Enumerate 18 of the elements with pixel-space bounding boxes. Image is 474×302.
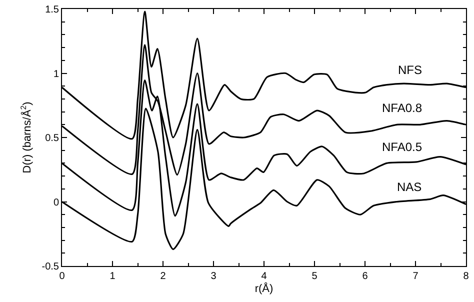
- x-tick-label: 6: [362, 271, 368, 282]
- y-tick-label: 1: [53, 68, 60, 80]
- series-label: NFA0.8: [382, 101, 422, 115]
- x-tick-label: 5: [312, 271, 318, 282]
- x-tick-label: 2: [160, 271, 166, 282]
- x-tick-label: 3: [210, 271, 217, 282]
- series-label: NFS: [398, 63, 422, 77]
- x-tick-label: 8: [463, 271, 470, 282]
- y-tick-label: 1.5: [45, 4, 60, 16]
- y-tick-label: 0: [53, 197, 60, 208]
- x-tick-label: 7: [412, 271, 419, 282]
- y-tick-label: 0.5: [45, 133, 60, 144]
- y-tick-label: -0.5: [42, 262, 60, 272]
- series-label: NFA0.5: [382, 140, 422, 154]
- x-tick-label: 1: [110, 271, 116, 282]
- x-axis-title: r(Å): [254, 282, 274, 295]
- series-label: NAS: [397, 180, 422, 194]
- x-tick-label: 4: [261, 271, 268, 282]
